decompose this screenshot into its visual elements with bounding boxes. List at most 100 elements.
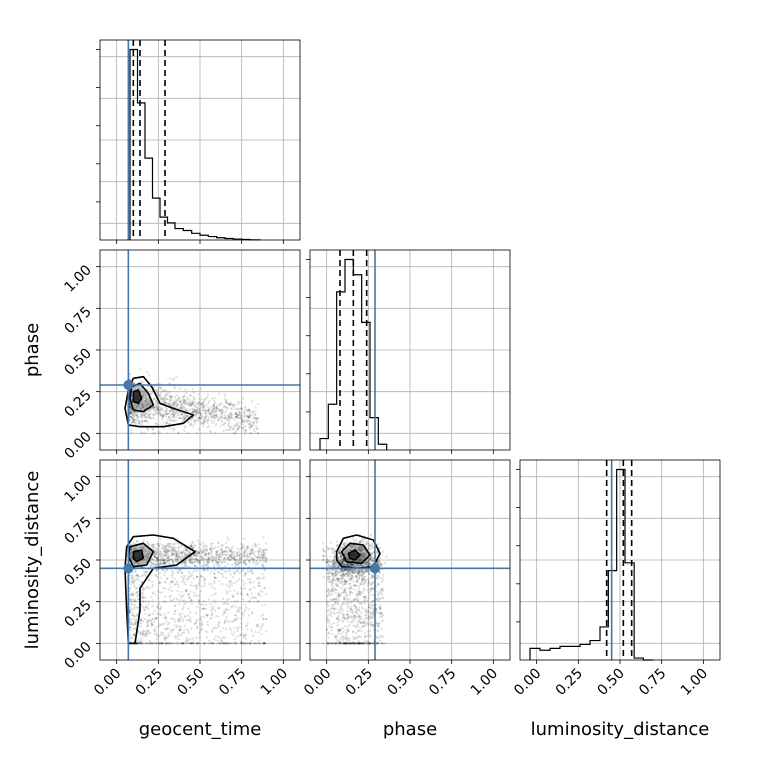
sample-point (197, 410, 200, 414)
sample-point (175, 403, 179, 407)
sample-point (146, 428, 149, 431)
sample-point (210, 431, 213, 434)
sample-point (208, 582, 211, 586)
sample-point (334, 579, 338, 583)
sample-point (367, 583, 370, 586)
sample-point (234, 408, 237, 411)
sample-point (182, 620, 185, 623)
sample-point (233, 600, 236, 603)
sample-point (250, 400, 254, 403)
sample-point (170, 399, 173, 402)
sample-point (246, 642, 250, 645)
sample-point (329, 555, 332, 558)
sample-point (156, 590, 160, 593)
sample-point (238, 557, 241, 560)
sample-point (195, 413, 198, 416)
sample-point (248, 570, 251, 573)
sample-point (239, 633, 242, 637)
sample-point (200, 412, 203, 415)
sample-point (176, 402, 179, 405)
sample-point (234, 412, 237, 415)
sample-point (206, 410, 209, 413)
sample-point (257, 550, 260, 553)
sample-point (339, 611, 343, 614)
sample-point (147, 614, 150, 617)
sample-point (242, 584, 245, 587)
sample-point (339, 638, 342, 641)
sample-point (130, 415, 133, 418)
sample-point (198, 397, 201, 400)
sample-point (163, 427, 166, 430)
sample-point (236, 407, 239, 410)
sample-point (163, 574, 166, 577)
sample-point (225, 418, 229, 421)
sample-point (183, 581, 186, 584)
sample-point (242, 559, 246, 563)
sample-point (175, 405, 178, 408)
scatter-panel-geocent-time-luminosity-distance: 0.00 0.25 0.50 0.75 1.000.000.250.500.751.00 (61, 459, 301, 699)
sample-point (163, 595, 167, 598)
sample-point (140, 423, 143, 426)
sample-point (189, 418, 192, 422)
sample-point (237, 425, 241, 428)
sample-point (343, 596, 346, 600)
sample-point (206, 406, 210, 409)
sample-point (214, 553, 218, 556)
sample-point (170, 574, 173, 577)
sample-point (141, 606, 145, 609)
sample-point (239, 542, 242, 546)
sample-point (182, 642, 185, 645)
sample-point (165, 392, 168, 395)
sample-point (170, 631, 173, 634)
sample-point (211, 408, 214, 412)
sample-point (202, 406, 205, 409)
sample-point (236, 591, 240, 594)
sample-point (212, 414, 216, 417)
sample-point (181, 396, 184, 399)
sample-point (203, 420, 206, 424)
sample-point (187, 639, 190, 643)
sample-point (227, 402, 230, 405)
sample-point (196, 569, 199, 573)
sample-point (263, 603, 267, 606)
sample-point (223, 620, 226, 624)
sample-point (351, 630, 355, 634)
sample-point (204, 411, 207, 414)
sample-point (193, 422, 196, 426)
sample-point (186, 402, 189, 405)
sample-point (197, 401, 200, 404)
sample-point (163, 612, 166, 616)
sample-point (214, 402, 217, 405)
sample-point (142, 392, 146, 395)
sample-point (213, 397, 217, 400)
sample-point (133, 418, 136, 421)
sample-point (334, 607, 337, 610)
sample-point (211, 542, 214, 545)
sample-point (217, 615, 220, 618)
sample-point (250, 592, 253, 595)
sample-point (236, 416, 239, 419)
sample-point (155, 408, 158, 411)
sample-point (185, 414, 188, 417)
sample-point (216, 556, 219, 559)
sample-point (194, 406, 198, 409)
sample-point (159, 631, 163, 634)
sample-point (198, 408, 202, 412)
sample-point (235, 580, 239, 583)
sample-point (142, 630, 145, 633)
sample-point (377, 596, 381, 600)
sample-point (206, 419, 209, 422)
sample-point (201, 408, 205, 412)
sample-point (203, 408, 207, 412)
sample-point (190, 544, 193, 547)
sample-point (170, 581, 173, 584)
sample-point (222, 627, 225, 630)
sample-point (346, 630, 350, 633)
sample-point (350, 605, 353, 608)
sample-point (193, 591, 196, 594)
sample-point (144, 405, 147, 408)
sample-point (200, 406, 203, 409)
sample-point (203, 607, 206, 610)
sample-point (327, 621, 330, 624)
sample-point (191, 401, 195, 404)
